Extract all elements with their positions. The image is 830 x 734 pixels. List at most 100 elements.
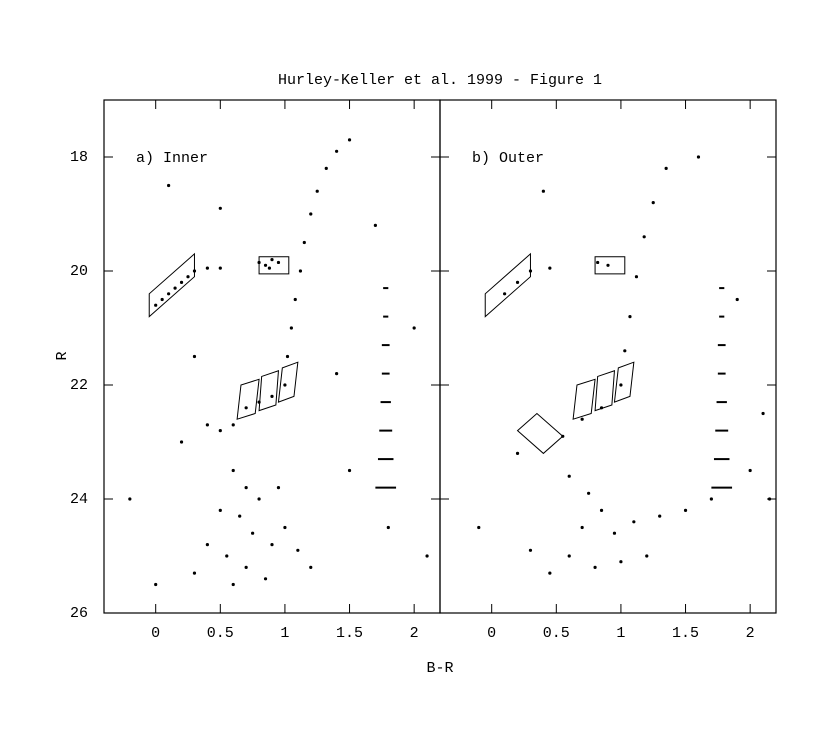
star-point [270,258,274,262]
star-point [386,525,390,530]
star-point [293,297,297,302]
panel-label: b) Outer [472,150,544,167]
star-point [173,286,177,290]
star-point [276,486,281,490]
star-point [315,189,319,193]
star-point [257,400,261,404]
star-point [696,155,701,159]
selection-box [572,378,596,420]
star-point [267,266,272,270]
star-point [628,315,632,319]
star-point [634,275,639,279]
star-point [218,508,222,512]
star-point [154,303,158,307]
star-point [276,260,281,265]
y-tick-label: 22 [70,377,88,394]
star-point [709,497,713,501]
x-tick-label: 1 [616,625,625,642]
star-point [623,349,627,353]
selection-box [516,412,564,455]
selection-box [613,361,635,403]
star-point [270,394,274,398]
star-point [347,138,352,142]
star-point [580,417,584,421]
star-point [606,263,610,267]
star-point [238,514,242,518]
star-point [528,269,533,273]
y-tick-label: 24 [70,491,88,508]
star-point [285,354,290,359]
star-point [683,508,688,512]
star-point [298,269,303,273]
star-point [251,531,255,535]
x-tick-label: 2 [746,625,755,642]
star-point [179,440,184,444]
selection-box [594,370,616,412]
star-point [205,423,209,427]
selection-box [258,256,290,275]
star-point [128,497,132,501]
star-point [231,582,235,587]
plot-frame [439,99,777,614]
star-point [748,468,752,473]
star-point [289,326,293,330]
star-point [154,582,158,587]
star-point [599,508,604,512]
star-point [335,372,339,376]
star-point [244,486,248,490]
star-point [192,571,197,575]
star-point [567,554,571,558]
star-point [218,429,222,433]
star-point [244,565,248,570]
star-point [412,326,416,330]
star-point [548,571,552,575]
x-tick-label: 1 [280,625,289,642]
star-point [664,166,668,170]
star-point [735,297,739,302]
star-point [302,240,306,245]
star-point [167,292,171,296]
star-point [192,354,197,359]
star-point [619,560,623,564]
star-point [205,543,209,547]
star-point [263,263,268,267]
star-point [587,491,591,495]
star-point [186,275,190,279]
x-tick-label: 2 [410,625,419,642]
x-tick-label: 1.5 [672,625,699,642]
x-tick-label: 0 [487,625,496,642]
plot-frame [103,99,441,614]
star-point [283,525,287,530]
panel-label: a) Inner [136,150,208,167]
y-axis-label: R [54,351,71,360]
star-point [373,223,377,227]
star-point [612,531,617,535]
star-point [225,554,229,558]
star-point [231,468,235,473]
selection-box [236,378,260,420]
star-point [160,297,164,302]
star-point [477,525,481,530]
selection-box [594,256,626,275]
x-tick-label: 0.5 [207,625,234,642]
star-point [503,292,507,296]
star-point [257,260,261,265]
star-point [218,206,222,210]
star-point [767,497,772,501]
star-point [167,183,171,188]
star-point [270,543,274,547]
x-axis-label: B-R [426,660,453,677]
star-point [192,269,197,273]
selection-box [258,370,280,412]
star-point [425,554,429,558]
star-point [541,189,545,193]
star-point [548,266,552,270]
x-tick-label: 1.5 [336,625,363,642]
star-point [515,451,520,455]
y-tick-label: 26 [70,605,88,622]
star-point [580,525,584,530]
x-tick-label: 0 [151,625,160,642]
star-point [599,406,604,410]
star-point [324,166,328,170]
